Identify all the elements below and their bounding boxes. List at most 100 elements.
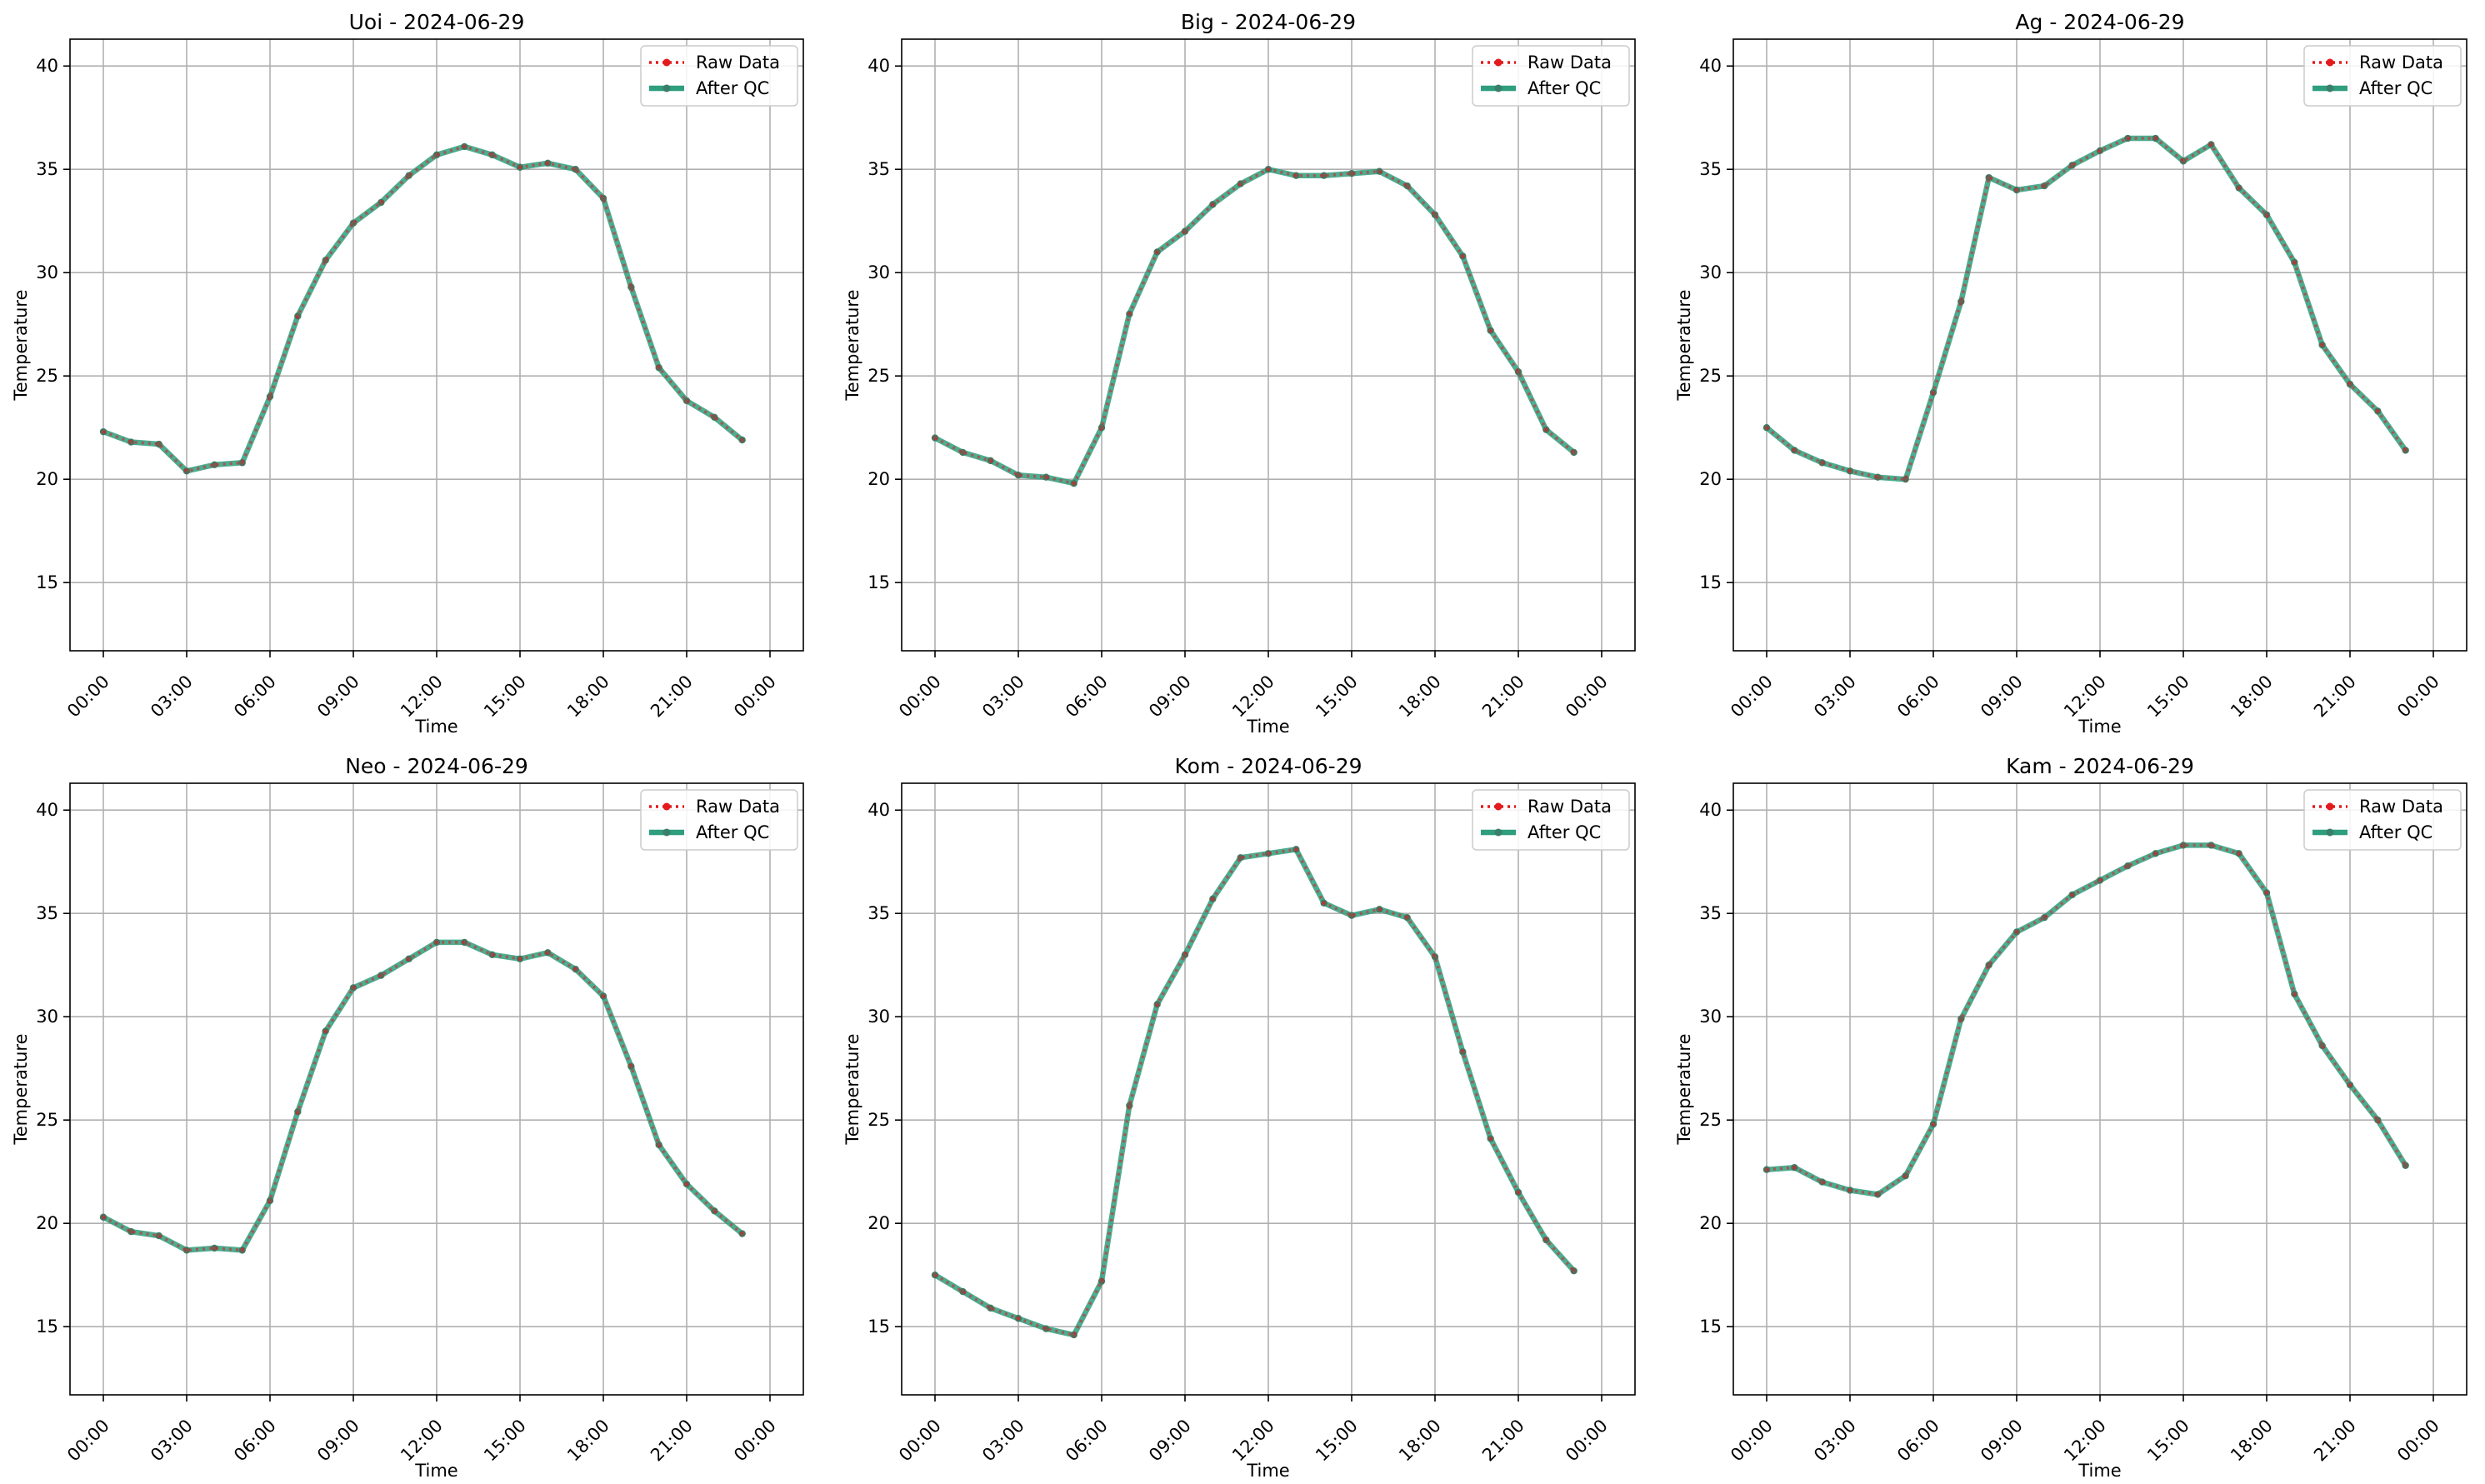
point-raw-data bbox=[322, 257, 328, 263]
point-raw-data bbox=[712, 414, 718, 420]
point-raw-data bbox=[1488, 327, 1493, 333]
point-raw-data bbox=[2319, 342, 2325, 347]
y-axis-label: Temperature bbox=[11, 289, 31, 401]
x-axis-label: Time bbox=[414, 717, 458, 737]
point-raw-data bbox=[1182, 952, 1188, 957]
x-tick-label: 18:00 bbox=[2227, 1416, 2277, 1466]
point-raw-data bbox=[239, 1247, 245, 1253]
point-raw-data bbox=[1819, 460, 1825, 466]
point-raw-data bbox=[406, 956, 412, 962]
x-tick-label: 18:00 bbox=[1395, 672, 1445, 722]
point-raw-data bbox=[601, 993, 606, 999]
x-tick-label: 00:00 bbox=[2393, 1416, 2443, 1466]
x-tick-label: 15:00 bbox=[1312, 1416, 1362, 1466]
point-raw-data bbox=[1819, 1179, 1825, 1185]
x-tick-label: 21:00 bbox=[1478, 1416, 1528, 1466]
point-raw-data bbox=[1349, 912, 1354, 918]
point-raw-data bbox=[2125, 863, 2131, 869]
point-raw-data bbox=[1127, 1102, 1132, 1108]
x-tick-label: 06:00 bbox=[230, 672, 280, 722]
subplot-title: Ag - 2024-06-29 bbox=[2015, 10, 2184, 34]
point-raw-data bbox=[572, 967, 578, 972]
point-raw-data bbox=[1764, 425, 1769, 431]
x-tick-label: 12:00 bbox=[1228, 672, 1278, 722]
plot-frame bbox=[1732, 782, 2468, 1396]
point-raw-data bbox=[322, 1028, 328, 1034]
point-raw-data bbox=[1488, 1136, 1493, 1142]
y-tick-label: 25 bbox=[36, 1110, 58, 1130]
point-raw-data bbox=[932, 435, 938, 441]
y-tick-label: 20 bbox=[1699, 469, 1722, 489]
point-raw-data bbox=[2181, 158, 2186, 164]
y-tick-label: 15 bbox=[868, 1317, 890, 1337]
y-tick-label: 15 bbox=[36, 572, 58, 592]
point-raw-data bbox=[1127, 311, 1132, 317]
x-tick-label: 21:00 bbox=[647, 1416, 697, 1466]
point-raw-data bbox=[572, 167, 578, 172]
point-raw-data bbox=[1543, 1237, 1549, 1243]
point-raw-data bbox=[2098, 147, 2102, 153]
x-tick-label: 00:00 bbox=[63, 1416, 113, 1466]
series-line-after-qc bbox=[1766, 842, 2408, 1197]
subplot-title: Kom - 2024-06-29 bbox=[1175, 754, 1362, 778]
plot-frame bbox=[901, 782, 1636, 1396]
subplot-title: Neo - 2024-06-29 bbox=[345, 754, 528, 778]
point-raw-data bbox=[184, 468, 189, 474]
point-raw-data bbox=[2375, 1117, 2381, 1123]
y-tick-label: 30 bbox=[36, 1007, 58, 1027]
y-tick-label: 25 bbox=[1699, 366, 1722, 386]
y-axis-label: Temperature bbox=[1674, 289, 1694, 401]
x-tick-label: 09:00 bbox=[1145, 1416, 1195, 1466]
point-raw-data bbox=[2208, 142, 2214, 147]
x-tick-label: 18:00 bbox=[563, 1416, 613, 1466]
point-raw-data bbox=[2014, 929, 2019, 935]
point-raw-data bbox=[628, 284, 634, 290]
subplot-5: 00:00 03:00 06:00 09:00 12:00 15:00 18:00 21:00… bbox=[842, 754, 1636, 1481]
legend: Raw Data After QC bbox=[640, 789, 798, 851]
x-tick-label: 18:00 bbox=[1395, 1416, 1445, 1466]
x-tick-label: 21:00 bbox=[2310, 1416, 2360, 1466]
point-raw-data bbox=[1071, 481, 1077, 487]
point-raw-data bbox=[601, 195, 606, 201]
point-raw-data bbox=[960, 449, 966, 455]
legend-label-qc: After QC bbox=[696, 822, 769, 842]
x-tick-label: 03:00 bbox=[147, 672, 197, 722]
legend-marker-raw bbox=[662, 58, 671, 67]
legend-label-raw: Raw Data bbox=[1528, 52, 1612, 72]
x-axis-label: Time bbox=[2078, 717, 2121, 737]
point-raw-data bbox=[1377, 907, 1382, 912]
subplot-4: 00:00 03:00 06:00 09:00 12:00 15:00 18:00 21:00… bbox=[11, 754, 804, 1481]
point-raw-data bbox=[2402, 1162, 2408, 1168]
x-tick-label: 09:00 bbox=[313, 672, 363, 722]
x-tick-label: 21:00 bbox=[2310, 672, 2360, 722]
legend-label-raw: Raw Data bbox=[2359, 52, 2443, 72]
x-axis-label: Time bbox=[414, 1461, 458, 1481]
subplot-title: Kam - 2024-06-29 bbox=[2006, 754, 2194, 778]
y-tick-label: 15 bbox=[1699, 1317, 1722, 1337]
y-axis-label: Temperature bbox=[842, 289, 862, 401]
legend-label-raw: Raw Data bbox=[696, 52, 780, 72]
legend: Raw Data After QC bbox=[1472, 789, 1630, 851]
point-after-qc bbox=[1264, 850, 1272, 857]
point-raw-data bbox=[988, 457, 993, 463]
point-raw-data bbox=[239, 460, 245, 466]
y-tick-label: 35 bbox=[1699, 903, 1722, 923]
point-raw-data bbox=[2402, 447, 2408, 453]
point-raw-data bbox=[434, 152, 439, 157]
point-raw-data bbox=[545, 160, 551, 166]
legend: Raw Data After QC bbox=[640, 45, 798, 107]
x-tick-label: 03:00 bbox=[147, 1416, 197, 1466]
point-raw-data bbox=[2348, 1082, 2352, 1088]
point-raw-data bbox=[1404, 915, 1410, 921]
x-tick-label: 21:00 bbox=[647, 672, 697, 722]
legend-marker-qc bbox=[2326, 828, 2334, 837]
x-tick-label: 15:00 bbox=[480, 672, 530, 722]
point-raw-data bbox=[545, 950, 551, 956]
point-raw-data bbox=[1293, 172, 1299, 178]
x-tick-label: 12:00 bbox=[1228, 1416, 1278, 1466]
legend-label-raw: Raw Data bbox=[1528, 797, 1612, 817]
point-raw-data bbox=[2236, 185, 2242, 191]
point-raw-data bbox=[2098, 877, 2102, 883]
point-raw-data bbox=[1931, 1122, 1936, 1127]
